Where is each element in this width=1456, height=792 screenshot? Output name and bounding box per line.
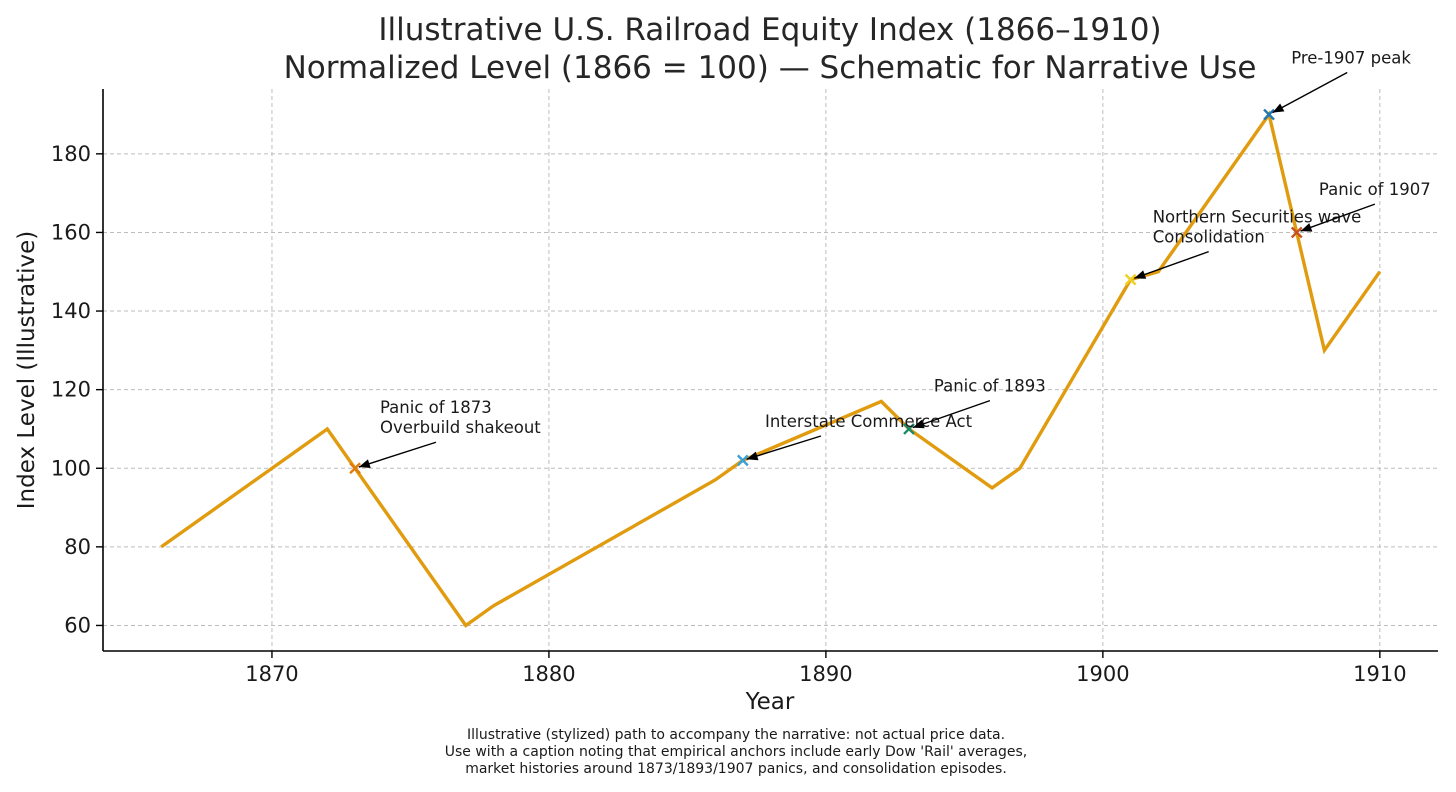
annotation-label: Overbuild shakeout [380, 418, 541, 437]
annotation-arrowhead [1272, 103, 1285, 113]
y-axis-label: Index Level (Illustrative) [14, 231, 40, 509]
x-tick-label: 1900 [1076, 662, 1129, 686]
event-marker [903, 423, 915, 435]
event-marker [349, 462, 361, 475]
annotation-label: Panic of 1907 [1319, 180, 1431, 199]
event-annotation: Panic of 1907 [1300, 180, 1431, 232]
annotation-arrowhead [912, 419, 925, 429]
event-marker [1124, 273, 1137, 286]
y-tick-label: 180 [51, 142, 91, 166]
y-tick-label: 140 [51, 299, 91, 323]
annotation-label: Consolidation [1153, 228, 1265, 247]
annotation-arrowhead [1300, 223, 1313, 232]
axis-ticks: 1870 1880 1890 1900 1910 60 80 100 120 140 160 180 [51, 142, 1407, 686]
series-layer [160, 110, 1382, 628]
plot-axes [102, 89, 1438, 652]
event-marker [736, 454, 749, 467]
x-axis-label: Year [745, 689, 795, 715]
chart-title: Illustrative U.S. Railroad Equity Index … [284, 12, 1257, 86]
grid-lines [103, 89, 1438, 651]
annotation-label: Pre-1907 peak [1291, 48, 1411, 67]
annotation-arrow [1134, 250, 1209, 279]
chart-title-line-2: Normalized Level (1866 = 100) — Schemati… [284, 50, 1257, 86]
marker-layer [349, 108, 1303, 475]
annotation-arrowhead [746, 451, 759, 461]
x-tick-label: 1880 [522, 662, 575, 686]
y-tick-label: 60 [64, 613, 91, 637]
annotation-arrow [912, 399, 991, 429]
y-tick-label: 100 [51, 456, 91, 480]
event-marker [1290, 226, 1303, 239]
chart-title-line-1: Illustrative U.S. Railroad Equity Index … [378, 12, 1161, 48]
event-annotation: Panic of 1893 [912, 377, 1046, 429]
caption-line-3: market histories around 1873/1893/1907 p… [465, 761, 1007, 777]
index-series-line [160, 110, 1382, 628]
annotation-label: Interstate Commerce Act [765, 412, 973, 431]
annotation-arrow [1272, 71, 1348, 114]
y-tick-label: 80 [64, 535, 91, 559]
annotation-label: Panic of 1873 [380, 398, 492, 417]
event-annotation: Pre-1907 peak [1272, 48, 1411, 114]
annotation-arrowhead [1134, 270, 1147, 279]
annotation-arrow [746, 435, 822, 460]
annotation-label: Panic of 1893 [934, 377, 1046, 396]
caption-line-2: Use with a caption noting that empirical… [445, 744, 1027, 760]
y-tick-label: 120 [51, 378, 91, 402]
annotation-arrow [358, 441, 437, 468]
annotation-label: Northern Securities wave [1153, 208, 1362, 227]
chart-caption: Illustrative (stylized) path to accompan… [445, 727, 1027, 777]
x-tick-label: 1870 [245, 662, 298, 686]
event-marker [1263, 108, 1275, 121]
x-tick-label: 1910 [1353, 662, 1406, 686]
annotation-arrowhead [358, 459, 371, 468]
x-tick-label: 1890 [799, 662, 852, 686]
y-tick-label: 160 [51, 220, 91, 244]
annotation-arrow [1300, 203, 1376, 232]
caption-line-1: Illustrative (stylized) path to accompan… [467, 727, 1005, 743]
